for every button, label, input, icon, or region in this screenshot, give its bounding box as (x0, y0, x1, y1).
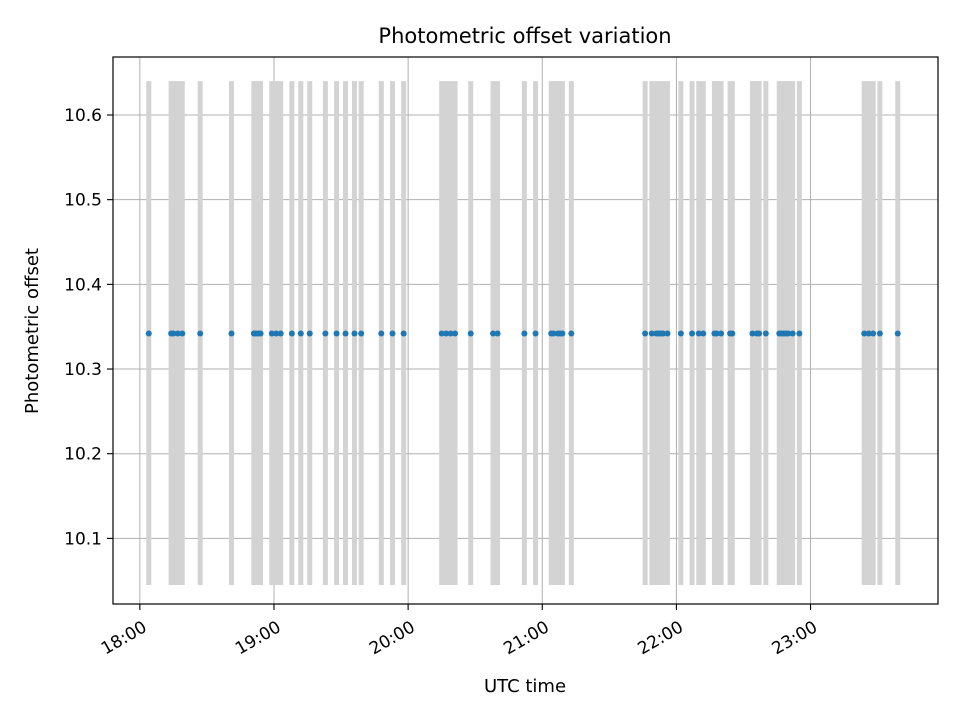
data-point (145, 330, 152, 337)
data-point (297, 330, 304, 337)
data-point (443, 330, 450, 337)
y-tick-label: 10.1 (64, 529, 102, 549)
data-point (179, 330, 186, 337)
data-point (494, 330, 501, 337)
data-point (268, 330, 275, 337)
data-point (351, 330, 358, 337)
data-point (170, 330, 177, 337)
y-tick-label: 10.2 (64, 445, 102, 465)
data-point (400, 330, 407, 337)
data-point (870, 330, 877, 337)
y-tick-label: 10.4 (64, 275, 102, 295)
data-point (718, 330, 725, 337)
data-point (333, 330, 340, 337)
data-point (894, 330, 901, 337)
data-point (785, 330, 792, 337)
data-point (306, 330, 313, 337)
data-point (700, 330, 707, 337)
data-point (378, 330, 385, 337)
data-point (861, 330, 868, 337)
data-point (438, 330, 445, 337)
chart-title: Photometric offset variation (378, 24, 671, 48)
data-point (342, 330, 349, 337)
data-point (288, 330, 295, 337)
data-point (273, 330, 280, 337)
data-point (664, 330, 671, 337)
data-point (865, 330, 872, 337)
data-point (197, 330, 204, 337)
data-point (550, 330, 557, 337)
data-point (749, 330, 756, 337)
data-point (648, 330, 655, 337)
data-point (789, 330, 796, 337)
data-point (559, 330, 566, 337)
data-point (660, 330, 666, 337)
data-point (695, 330, 702, 337)
data-point (322, 330, 329, 337)
data-point (389, 330, 396, 337)
data-point (689, 330, 696, 337)
data-point (467, 330, 474, 337)
data-point (490, 330, 497, 337)
data-point (876, 330, 883, 337)
data-point (277, 330, 284, 337)
data-point (677, 330, 684, 337)
data-point (174, 330, 181, 337)
y-tick-label: 10.6 (64, 106, 102, 126)
y-axis-title: Photometric offset (22, 248, 43, 414)
data-point (729, 330, 736, 337)
data-point (358, 330, 365, 337)
data-point (642, 330, 649, 337)
data-point (762, 330, 769, 337)
x-axis-title: UTC time (484, 676, 566, 697)
data-point (447, 330, 454, 337)
data-point (532, 330, 539, 337)
data-point (228, 330, 235, 337)
data-point (257, 330, 264, 337)
data-point (521, 330, 528, 337)
data-point (713, 330, 720, 337)
data-point (568, 330, 575, 337)
y-tick-label: 10.3 (64, 360, 102, 380)
data-point (796, 330, 803, 337)
data-point (452, 330, 459, 337)
y-tick-label: 10.5 (64, 191, 102, 211)
data-points (145, 330, 901, 337)
data-point (756, 330, 763, 337)
plot-frame (112, 56, 939, 605)
